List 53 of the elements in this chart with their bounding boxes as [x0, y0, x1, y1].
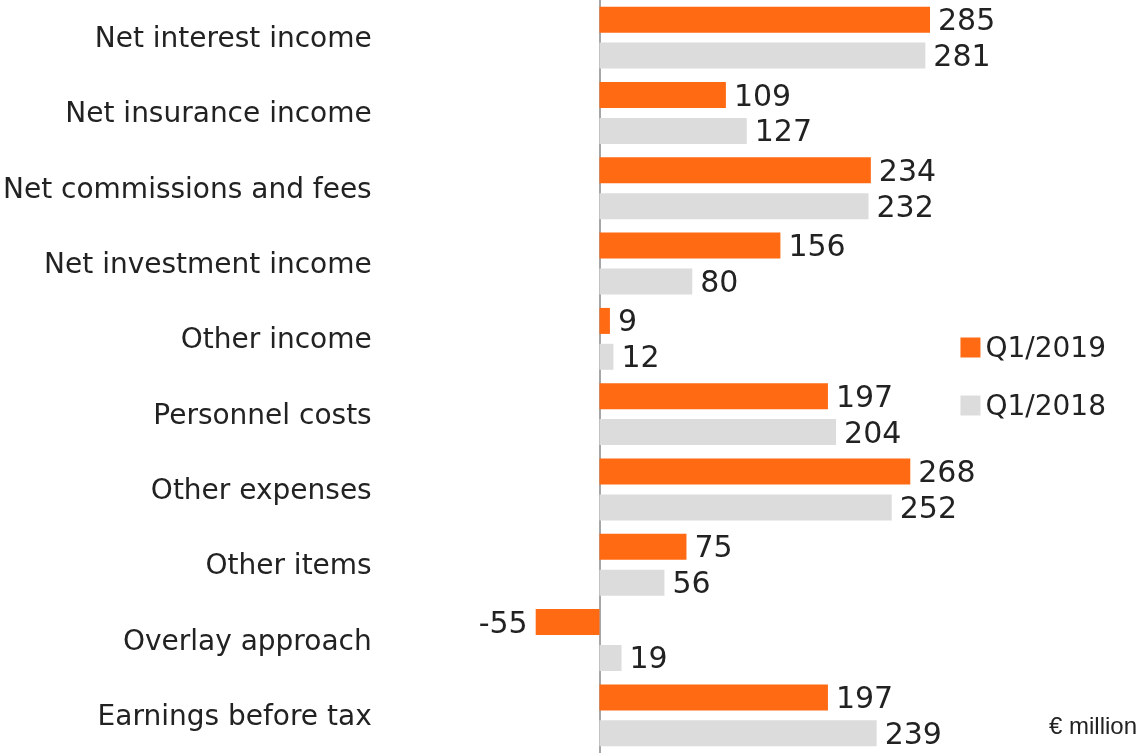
bar [599, 644, 622, 671]
y-tick-label: Other expenses [150, 472, 372, 506]
data-label: 285 [938, 2, 996, 38]
data-label: 127 [754, 113, 813, 149]
data-label: 197 [835, 679, 894, 715]
data-label: 9 [617, 303, 638, 339]
bar [599, 458, 911, 485]
bar [599, 193, 869, 220]
text: € million [1048, 711, 1137, 739]
bar [599, 383, 828, 410]
y-tick-label: Earnings before tax [97, 698, 372, 732]
data-label: 56 [672, 565, 711, 601]
y-tick-label: Overlay approach [122, 623, 372, 657]
y-tick-label: Net commissions and fees [3, 171, 372, 205]
data-label: 232 [876, 188, 934, 224]
y-tick-label: Net investment income [44, 247, 372, 281]
bar [599, 720, 877, 747]
y-tick-label: Other income [180, 322, 372, 356]
y-tick-label: Personnel costs [153, 397, 372, 431]
bar [599, 6, 930, 33]
bar [599, 268, 693, 295]
bar [599, 117, 747, 144]
data-label: 234 [878, 152, 937, 188]
data-label: 80 [700, 263, 739, 299]
data-label: 156 [788, 228, 846, 264]
bar [599, 569, 665, 596]
data-label: 75 [694, 529, 733, 565]
bar [535, 609, 600, 636]
bar [599, 343, 614, 370]
bar [599, 307, 610, 334]
y-tick-label: Net insurance income [65, 96, 372, 130]
data-label: 239 [884, 715, 942, 751]
data-label: 204 [844, 414, 902, 450]
bar [599, 684, 828, 711]
y-tick-label: Other items [205, 548, 372, 582]
data-label: 19 [629, 640, 668, 676]
data-label: 252 [899, 489, 957, 525]
y-tick-label: Net interest income [94, 21, 372, 55]
data-label: 268 [918, 454, 976, 490]
data-label: 12 [621, 339, 660, 375]
bar [599, 157, 871, 184]
bar [599, 42, 926, 69]
data-label: 109 [733, 77, 792, 113]
legend-label: Q1/2019 [985, 331, 1106, 364]
bar [599, 82, 726, 109]
data-label: 197 [835, 378, 894, 414]
data-label: 281 [933, 38, 991, 74]
bar [599, 419, 837, 446]
data-label: -55 [478, 604, 528, 640]
bar [599, 494, 892, 521]
legend-label: Q1/2018 [985, 389, 1106, 422]
bar [599, 232, 781, 259]
bar [599, 533, 687, 560]
